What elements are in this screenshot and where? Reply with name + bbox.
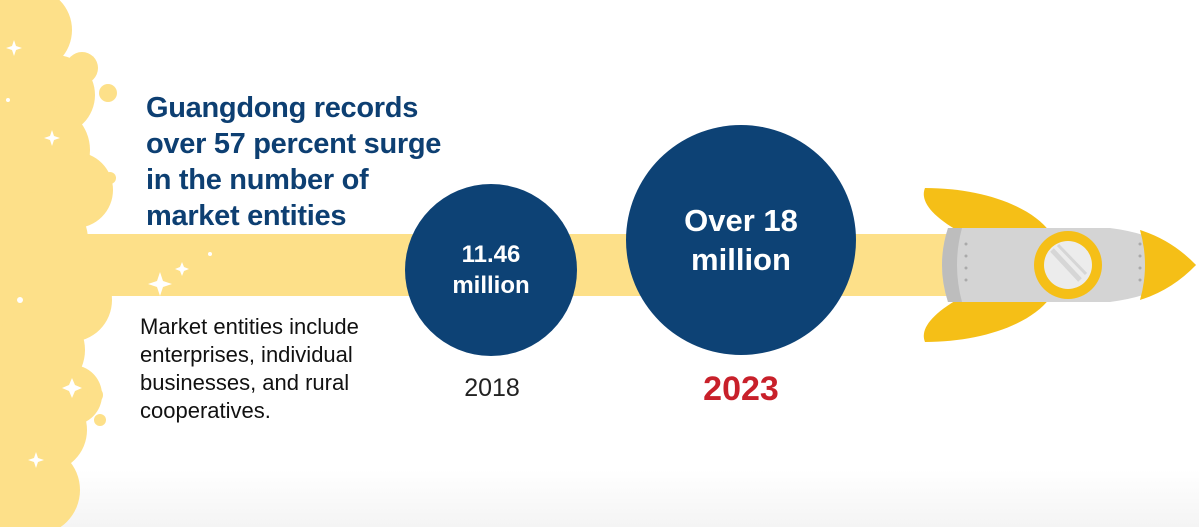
background-fade xyxy=(0,470,1199,527)
exhaust-cloud-icon xyxy=(0,0,117,527)
milestone-value-line: million xyxy=(452,272,530,299)
milestone-year-2023: 2023 xyxy=(703,370,779,408)
description-line: businesses, and rural xyxy=(140,370,350,395)
milestone-year-2018: 2018 xyxy=(464,374,520,402)
milestone-value-line: Over 18 xyxy=(684,203,798,238)
headline-line: Guangdong records xyxy=(146,92,419,124)
description: Market entities include enterprises, ind… xyxy=(140,313,430,425)
headline-line: market entities xyxy=(146,200,347,232)
rocket-icon xyxy=(923,188,1196,342)
description-line: enterprises, individual xyxy=(140,342,353,367)
milestone-value-line: million xyxy=(691,242,791,277)
description-line: cooperatives. xyxy=(140,398,271,423)
description-line: Market entities include xyxy=(140,314,359,339)
milestone-value-line: 11.46 xyxy=(461,241,521,268)
headline-line: in the number of xyxy=(146,164,369,196)
headline-line: over 57 percent surge xyxy=(146,128,442,160)
milestone-circle-2023: Over 18 million xyxy=(626,125,856,355)
headline: Guangdong records over 57 percent surge … xyxy=(146,90,476,234)
sparkle-icon xyxy=(6,40,212,468)
milestone-circle-2018: 11.46 million xyxy=(405,184,577,356)
